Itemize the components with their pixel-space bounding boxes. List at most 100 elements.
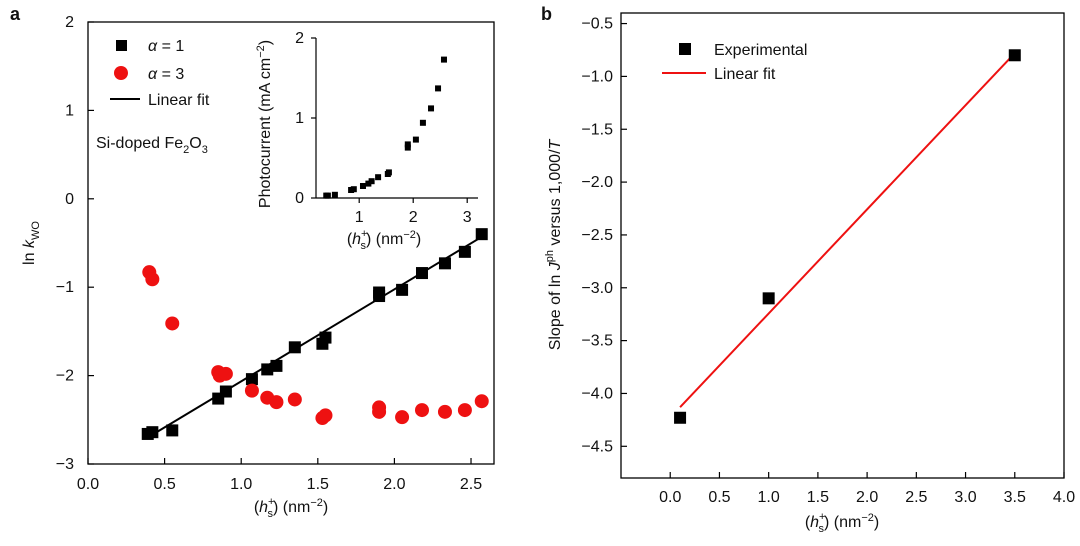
inset-x-axis-title: (h+ s) (nm−2) xyxy=(347,228,421,252)
y-tick-label: −2 xyxy=(56,368,74,385)
x-tick-label: 4.0 xyxy=(1053,489,1075,506)
x-tick-label: 3 xyxy=(463,209,472,226)
x-tick-label: 0.0 xyxy=(77,476,99,493)
inset-points xyxy=(323,56,447,199)
inset-y-ticks: 0 1 2 xyxy=(295,30,316,207)
inset-point xyxy=(404,144,411,151)
alpha3-point xyxy=(145,272,160,287)
y-tick-label: 1 xyxy=(65,102,74,119)
x-tick-label: 3.0 xyxy=(954,489,976,506)
experimental-point xyxy=(674,411,687,424)
inset-point xyxy=(428,105,435,112)
legend-label-fit: Linear fit xyxy=(148,92,210,109)
y-tick-label: 2 xyxy=(295,30,304,47)
panel-b-y-axis-title: Slope of ln Jph versus 1,000/T xyxy=(544,138,564,350)
inset-x-ticks: 1 2 3 xyxy=(355,198,472,226)
alpha3-point xyxy=(165,316,180,331)
alpha3-point xyxy=(218,366,233,381)
alpha3-point xyxy=(287,392,302,407)
x-tick-label: 1.5 xyxy=(807,489,829,506)
panel-a-series-alpha1 xyxy=(141,228,488,440)
x-tick-label: 1.0 xyxy=(230,476,252,493)
alpha1-point xyxy=(219,385,232,398)
panel-a-x-ticks: 0.0 0.5 1.0 1.5 2.0 2.5 xyxy=(77,458,482,493)
panel-b-y-ticks: −4.5 −4.0 −3.5 −3.0 −2.5 −2.0 −1.5 −1.0 −0.5 xyxy=(581,16,627,455)
alpha1-point xyxy=(166,424,179,437)
inset-y-axis-title: Photocurrent (mA cm−2) xyxy=(255,40,274,208)
alpha3-point xyxy=(414,403,429,418)
inset-point xyxy=(350,186,357,193)
y-tick-label: −4.0 xyxy=(581,385,613,402)
y-tick-label: −1.0 xyxy=(581,68,613,85)
panel-a-y-ticks: −3 −2 −1 0 1 2 xyxy=(56,14,94,473)
y-tick-label: −4.5 xyxy=(581,438,613,455)
y-tick-label: −1 xyxy=(56,279,74,296)
x-tick-label: 2.5 xyxy=(905,489,927,506)
inset-point xyxy=(375,174,382,181)
alpha1-point xyxy=(415,267,428,280)
y-tick-label: −1.5 xyxy=(581,121,613,138)
alpha1-point xyxy=(245,373,258,386)
alpha3-point xyxy=(318,408,333,423)
x-tick-label: 2.5 xyxy=(460,476,482,493)
panel-b-fit-line xyxy=(679,52,1016,408)
y-tick-label: −3.0 xyxy=(581,280,613,297)
alpha1-point xyxy=(261,363,274,376)
x-tick-label: 2 xyxy=(409,209,418,226)
alpha3-point xyxy=(457,403,472,418)
inset-point xyxy=(385,169,392,176)
panel-b-series-experimental xyxy=(674,49,1021,424)
x-tick-label: 2.0 xyxy=(383,476,405,493)
panel-b-label: b xyxy=(541,4,552,24)
alpha3-point xyxy=(244,383,259,398)
panel-a-inset: 1 2 3 0 1 2 (h+ s) (nm−2) Photocurrent (mA cm… xyxy=(255,30,478,252)
inset-point xyxy=(324,192,331,199)
inset-point xyxy=(419,119,426,126)
y-tick-label: −3.5 xyxy=(581,333,613,350)
panel-a-legend: α = 1 α = 3 Linear fit xyxy=(110,38,210,109)
y-tick-label: −3 xyxy=(56,456,74,473)
alpha1-point xyxy=(319,331,332,344)
alpha1-point xyxy=(146,426,159,439)
alpha1-point xyxy=(458,245,471,258)
legend-label-experimental: Experimental xyxy=(714,42,807,59)
y-tick-label: −2.0 xyxy=(581,174,613,191)
panel-b-plot-frame xyxy=(620,12,1065,479)
x-tick-label: 1 xyxy=(355,209,364,226)
x-tick-label: 2.0 xyxy=(856,489,878,506)
y-tick-label: 0 xyxy=(295,190,304,207)
y-tick-label: −0.5 xyxy=(581,16,613,33)
legend-marker-square xyxy=(116,40,127,51)
panel-b-legend: Experimental Linear fit xyxy=(662,42,807,83)
legend-label-fit: Linear fit xyxy=(714,66,776,83)
panel-b-x-ticks: 0.0 0.5 1.0 1.5 2.0 2.5 3.0 3.5 4.0 xyxy=(659,472,1075,506)
x-tick-label: 0.5 xyxy=(153,476,175,493)
y-tick-label: 1 xyxy=(295,110,304,127)
x-tick-label: 0.0 xyxy=(659,489,681,506)
legend-label-alpha3: α = 3 xyxy=(148,66,184,83)
alpha1-point xyxy=(373,286,386,299)
panel-a-series-alpha3 xyxy=(142,265,489,426)
inset-point xyxy=(359,183,366,189)
y-tick-label: 0 xyxy=(65,191,74,208)
inset-point xyxy=(331,191,338,198)
x-tick-label: 1.0 xyxy=(758,489,780,506)
panel-a-annotation: Si-doped Fe2O3 xyxy=(96,135,208,156)
experimental-point xyxy=(1008,49,1021,62)
inset-point xyxy=(368,178,375,185)
x-tick-label: 1.5 xyxy=(307,476,329,493)
panel-b-x-axis-title: (h+ s) (nm−2) xyxy=(805,511,879,535)
inset-point xyxy=(412,136,419,143)
panel-a-y-axis-title: ln kWO xyxy=(21,221,42,265)
panel-a: a 0.0 0.5 1.0 1.5 2.0 2.5 −3 −2 −1 0 1 2 (h+ s) (nm… xyxy=(10,4,495,520)
inset-point xyxy=(435,85,442,92)
alpha1-point xyxy=(270,359,283,372)
inset-point xyxy=(365,180,372,187)
alpha3-point xyxy=(269,395,284,410)
alpha3-point xyxy=(474,394,489,409)
legend-marker-circle xyxy=(114,66,128,80)
alpha3-point xyxy=(395,410,410,425)
panel-a-plot-frame xyxy=(87,21,495,465)
y-tick-label: 2 xyxy=(65,14,74,31)
